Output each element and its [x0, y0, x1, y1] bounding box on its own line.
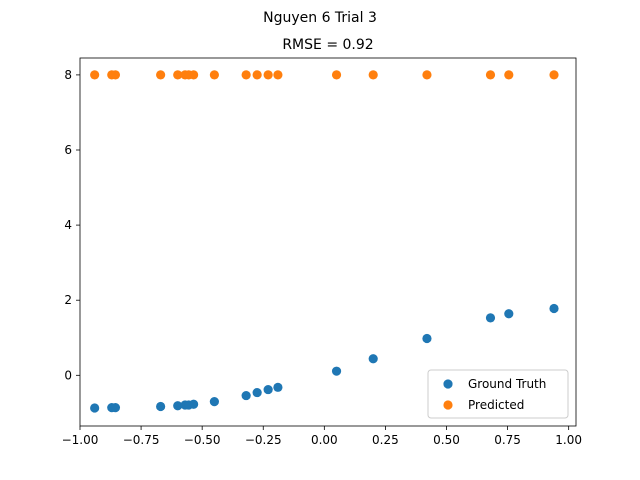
legend-label: Ground Truth	[468, 377, 546, 391]
x-tick-label: 0.50	[433, 433, 460, 447]
data-point	[241, 390, 251, 401]
data-point	[263, 384, 273, 395]
data-point	[156, 401, 166, 412]
legend-label: Predicted	[468, 398, 524, 412]
y-tick-label: 8	[64, 68, 72, 82]
x-tick-label: −0.50	[184, 433, 221, 447]
data-point	[504, 309, 514, 319]
data-point	[209, 396, 219, 407]
legend-marker	[443, 400, 453, 410]
data-point	[422, 333, 432, 344]
data-point	[110, 403, 121, 413]
data-point	[485, 313, 496, 323]
data-point	[422, 70, 432, 80]
y-tick-label: 4	[64, 218, 72, 232]
data-point	[189, 399, 199, 409]
x-tick-label: 1.00	[555, 433, 582, 447]
x-tick-label: 0.75	[494, 433, 521, 447]
chart-suptitle: Nguyen 6 Trial 3	[263, 10, 377, 26]
data-point	[273, 70, 283, 80]
series-predicted	[90, 70, 559, 80]
data-point	[110, 70, 121, 80]
x-tick-label: 0.00	[311, 433, 338, 447]
data-point	[252, 70, 262, 80]
data-point	[90, 70, 100, 80]
data-point	[156, 70, 166, 80]
plot-area	[90, 70, 559, 413]
data-point	[549, 303, 559, 314]
legend-box	[427, 369, 569, 419]
data-point	[189, 70, 199, 80]
data-point	[263, 70, 273, 80]
data-point	[241, 70, 251, 80]
axes-frame	[79, 57, 577, 427]
data-point	[331, 70, 342, 80]
data-point	[173, 70, 183, 80]
legend: Ground Truth Predicted	[427, 369, 569, 419]
series-ground-truth	[90, 303, 559, 413]
y-tick-label: 2	[64, 293, 72, 307]
chart-title: RMSE = 0.92	[282, 37, 373, 53]
x-tick-label: −0.25	[245, 433, 282, 447]
data-point	[504, 70, 514, 80]
axes: −1.00 −0.75 −0.50 −0.25 0.00 0.25 0.50 0.75 1.00…	[62, 57, 582, 447]
x-tick-label: −0.75	[123, 433, 160, 447]
x-tick-label: −1.00	[62, 433, 99, 447]
x-tick-label: 0.25	[372, 433, 399, 447]
data-point	[331, 366, 342, 376]
data-point	[209, 70, 219, 80]
data-point	[252, 387, 262, 398]
y-tick-label: 0	[64, 368, 72, 382]
legend-marker	[443, 379, 453, 389]
data-point	[90, 403, 100, 413]
data-point	[273, 382, 283, 392]
data-point	[549, 70, 559, 80]
data-point	[368, 354, 378, 364]
data-point	[485, 70, 496, 80]
y-tick-label: 6	[64, 143, 72, 157]
data-point	[368, 70, 378, 80]
data-point	[173, 401, 183, 411]
